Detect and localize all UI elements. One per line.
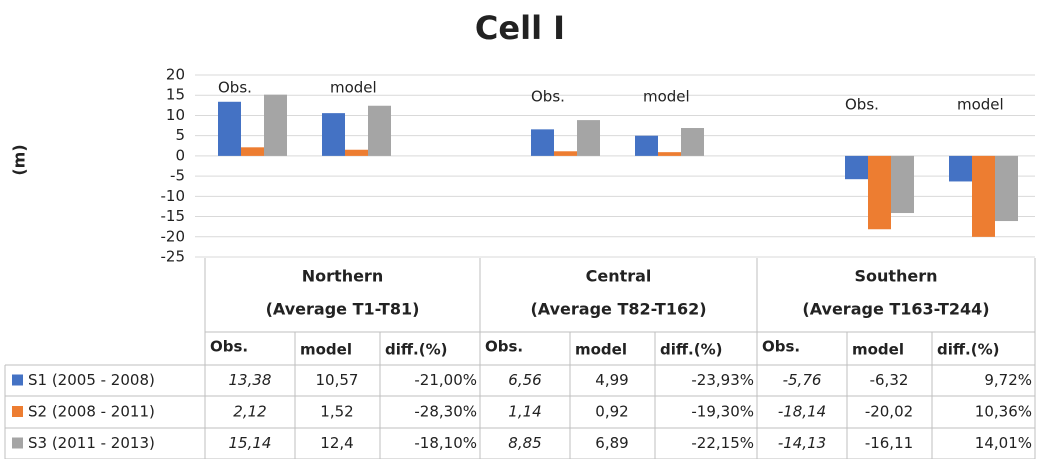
cell-model: 12,4 [320, 434, 353, 452]
region-subtitle: (Average T163-T244) [802, 300, 989, 319]
cell-diff: -18,10% [414, 434, 477, 452]
cell-model: 10,57 [316, 371, 359, 389]
bar [868, 155, 891, 230]
y-tick-label: -20 [161, 227, 186, 245]
cell-diff: -28,30% [414, 403, 477, 421]
cell-model: -20,02 [865, 403, 913, 421]
bar [368, 105, 391, 156]
y-tick-label: 10 [166, 106, 185, 124]
y-tick-label: -10 [161, 187, 186, 205]
cell-model: 0,92 [595, 403, 628, 421]
legend-label: S2 (2008 - 2011) [28, 403, 155, 421]
cell-obs: -5,76 [783, 371, 822, 389]
cell-obs: -18,14 [778, 403, 826, 421]
column-header: diff.(%) [385, 341, 447, 359]
cluster-label: Obs. [845, 96, 879, 114]
region-name: Southern [854, 267, 937, 286]
cluster-label: Obs. [531, 88, 565, 106]
bar [949, 155, 972, 182]
cluster-label: model [643, 88, 690, 106]
bar [218, 101, 241, 156]
bar [531, 129, 554, 156]
y-tick-label: 0 [175, 146, 185, 164]
bar [241, 147, 264, 156]
bar [345, 149, 368, 156]
bar [995, 155, 1018, 222]
bar [264, 94, 287, 156]
chart-title: Cell I [475, 9, 565, 47]
cell-model: -16,11 [865, 434, 913, 452]
cell-obs: 1,14 [508, 403, 541, 421]
cell-diff: -23,93% [691, 371, 754, 389]
y-tick-label: -15 [161, 207, 186, 225]
y-tick-label: 20 [166, 66, 185, 84]
cell-obs: 6,56 [508, 371, 541, 389]
bar [577, 120, 600, 156]
legend-label: S3 (2011 - 2013) [28, 434, 155, 452]
y-tick-label: 15 [166, 86, 185, 104]
bar [554, 151, 577, 156]
region-name: Northern [302, 267, 383, 286]
cell-diff: 14,01% [975, 434, 1032, 452]
cell-model: 1,52 [320, 403, 353, 421]
column-header: diff.(%) [937, 341, 999, 359]
y-tick-label: 5 [175, 126, 185, 144]
cell-diff: 9,72% [984, 371, 1032, 389]
cell-diff: -19,30% [691, 403, 754, 421]
bar [972, 155, 995, 237]
bar [322, 113, 345, 156]
cell-diff: 10,36% [975, 403, 1032, 421]
column-header: diff.(%) [660, 341, 722, 359]
legend-swatch [12, 437, 23, 449]
y-tick-label: -25 [161, 248, 186, 266]
legend-swatch [12, 406, 23, 417]
bar [635, 135, 658, 156]
cell-obs: 8,85 [508, 434, 541, 452]
column-header: Obs. [485, 338, 523, 356]
region-subtitle: (Average T1-T81) [266, 300, 420, 319]
column-header: model [300, 341, 352, 359]
cluster-label: model [330, 79, 377, 97]
column-header: model [575, 341, 627, 359]
legend-swatch [12, 374, 23, 386]
bar [658, 152, 681, 156]
cluster-label: Obs. [218, 79, 252, 97]
column-header: Obs. [210, 338, 248, 356]
bar [845, 155, 868, 180]
y-tick-label: -5 [170, 167, 185, 185]
cell-model: -6,32 [870, 371, 909, 389]
legend-label: S1 (2005 - 2008) [28, 371, 155, 389]
cell-obs: 13,38 [229, 371, 272, 389]
cell-diff: -21,00% [414, 371, 477, 389]
cell-obs: -14,13 [778, 434, 826, 452]
bar [681, 128, 704, 156]
cell-diff: -22,15% [691, 434, 754, 452]
cell-model: 6,89 [595, 434, 628, 452]
column-header: model [852, 341, 904, 359]
cluster-label: model [957, 96, 1004, 114]
region-subtitle: (Average T82-T162) [530, 300, 706, 319]
cell-obs: 2,12 [233, 403, 266, 421]
cell-obs: 15,14 [229, 434, 272, 452]
region-name: Central [586, 267, 652, 286]
column-header: Obs. [762, 338, 800, 356]
cell-model: 4,99 [595, 371, 628, 389]
bar [891, 155, 914, 214]
y-axis-label: (m) [10, 144, 29, 175]
